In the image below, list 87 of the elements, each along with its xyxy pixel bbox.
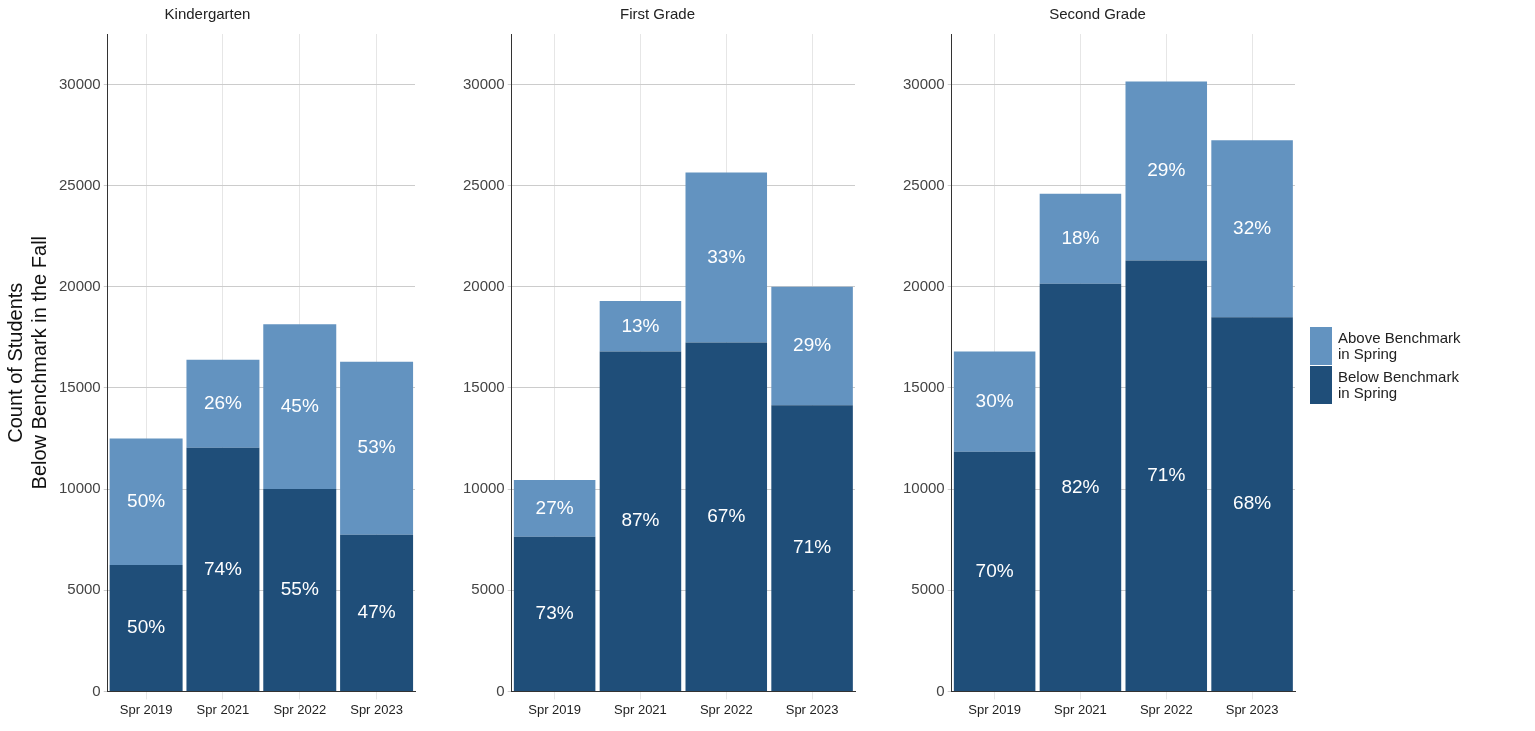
annotation: 27% <box>535 496 574 518</box>
annotation: 18% <box>1061 227 1100 249</box>
x-tick-label: Spr 2023 <box>785 701 839 717</box>
bar <box>186 447 260 691</box>
bar <box>953 451 1036 691</box>
y-tick-label: 5000 <box>67 580 101 598</box>
x-tick-label: Spr 2019 <box>119 701 173 717</box>
annotation: 53% <box>357 436 396 458</box>
x-tick-label: Spr 2019 <box>968 701 1022 717</box>
bar <box>186 359 260 448</box>
x-tick-label: Spr 2023 <box>1225 701 1279 717</box>
bar <box>1125 81 1208 261</box>
annotation: 55% <box>280 578 319 600</box>
bar <box>685 342 768 691</box>
y-tick-label: 0 <box>496 681 505 699</box>
annotation: 29% <box>1147 159 1186 181</box>
y-tick-label: 10000 <box>902 479 945 497</box>
y-tick-label: 5000 <box>471 580 505 598</box>
x-tick-label: Spr 2022 <box>699 701 753 717</box>
annotation: 71% <box>793 536 832 558</box>
bar <box>263 324 337 490</box>
annotation: 32% <box>1233 216 1272 238</box>
bar <box>1039 283 1122 691</box>
bar <box>599 351 682 691</box>
bar <box>340 361 414 535</box>
y-tick-label: 15000 <box>58 378 101 396</box>
x-tick-label: Spr 2022 <box>1139 701 1193 717</box>
text: Below Benchmark in Spring <box>1338 368 1459 401</box>
y-tick-label: 0 <box>936 681 945 699</box>
annotation: 71% <box>1147 463 1186 485</box>
y-tick-label: 30000 <box>902 74 945 92</box>
y-tick-label: 5000 <box>911 580 945 598</box>
annotation: 45% <box>280 394 319 416</box>
x-tick-label: Spr 2021 <box>196 701 250 717</box>
x-tick-label: Spr 2023 <box>350 701 403 717</box>
chart-title: Kindergarten <box>164 5 251 23</box>
y-tick-label: 10000 <box>58 479 101 497</box>
annotation: 30% <box>975 389 1014 411</box>
y-tick-label: 10000 <box>462 479 505 497</box>
x-tick-label: Spr 2022 <box>273 701 327 717</box>
bar <box>513 536 596 691</box>
annotation: 50% <box>127 490 166 511</box>
chart-title: First Grade <box>619 5 696 23</box>
annotation: 29% <box>793 334 832 356</box>
y-tick-label: 25000 <box>462 175 505 193</box>
annotation: 87% <box>621 509 660 531</box>
bar <box>109 438 183 565</box>
bar <box>1211 317 1293 691</box>
bar <box>1125 260 1208 691</box>
chart-title: Second Grade <box>1049 5 1146 23</box>
annotation: 33% <box>707 245 746 267</box>
annotation: 67% <box>707 504 746 526</box>
bar <box>1039 193 1122 284</box>
annotation: 47% <box>357 601 396 622</box>
y-tick-label: 25000 <box>58 175 101 193</box>
y-tick-label: 0 <box>92 681 101 699</box>
y-tick-label: 30000 <box>58 74 101 92</box>
annotation: 73% <box>535 602 574 624</box>
bar <box>513 480 596 537</box>
bar <box>771 405 853 691</box>
y-tick-label: 20000 <box>902 276 945 294</box>
bar <box>599 301 682 352</box>
bar <box>263 489 337 691</box>
annotation: 70% <box>975 559 1014 581</box>
x-tick-label: Spr 2021 <box>1054 701 1107 717</box>
y-tick-label: 20000 <box>462 276 505 294</box>
bar <box>771 286 853 406</box>
annotation: 26% <box>203 391 243 413</box>
bar <box>685 172 768 343</box>
annotation: 13% <box>621 314 660 336</box>
annotation: 74% <box>203 557 243 579</box>
y-axis-title: Count of Students Below Benchmark in the Fall <box>3 235 50 490</box>
y-tick-label: 25000 <box>902 175 945 193</box>
x-tick-label: Spr 2019 <box>528 701 582 717</box>
annotation: 82% <box>1061 475 1100 497</box>
y-tick-label: 20000 <box>58 276 101 294</box>
annotation: 68% <box>1233 492 1272 514</box>
bar <box>340 534 414 691</box>
text: Above Benchmark in Spring <box>1338 329 1461 362</box>
bar <box>953 351 1036 452</box>
bar <box>109 564 183 691</box>
annotation: 50% <box>127 616 166 638</box>
bar <box>1211 140 1293 318</box>
y-tick-label: 30000 <box>462 74 505 92</box>
x-tick-label: Spr 2021 <box>614 701 667 717</box>
y-tick-label: 15000 <box>462 378 505 396</box>
y-tick-label: 15000 <box>902 378 945 396</box>
